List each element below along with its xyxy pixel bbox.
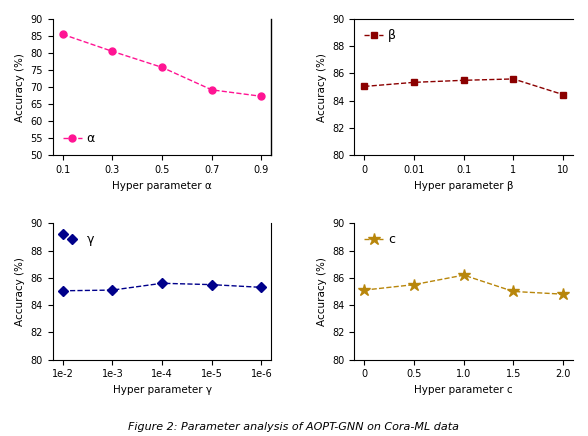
Y-axis label: Accuracy (%): Accuracy (%) xyxy=(15,257,25,326)
Legend: α: α xyxy=(59,129,99,149)
Y-axis label: Accuracy (%): Accuracy (%) xyxy=(317,257,327,326)
X-axis label: Hyper parameter α: Hyper parameter α xyxy=(112,181,212,191)
Text: Figure 2: Parameter analysis of AOPT-GNN on Cora-ML data: Figure 2: Parameter analysis of AOPT-GNN… xyxy=(129,422,459,432)
Y-axis label: Accuracy (%): Accuracy (%) xyxy=(317,53,327,122)
Y-axis label: Accuracy (%): Accuracy (%) xyxy=(15,53,25,122)
X-axis label: Hyper parameter β: Hyper parameter β xyxy=(414,181,513,191)
X-axis label: Hyper parameter γ: Hyper parameter γ xyxy=(112,385,212,395)
Legend: β: β xyxy=(360,25,400,46)
X-axis label: Hyper parameter c: Hyper parameter c xyxy=(415,385,513,395)
Legend: c: c xyxy=(360,230,399,250)
Legend: γ: γ xyxy=(59,230,98,250)
